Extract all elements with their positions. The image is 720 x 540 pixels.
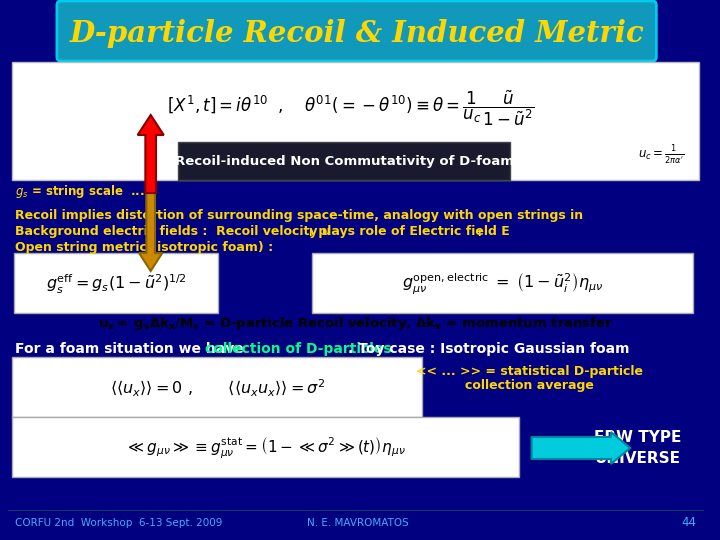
Text: << ... >> = statistical D-particle: << ... >> = statistical D-particle: [416, 366, 643, 379]
Text: plays role of Electric field E: plays role of Electric field E: [314, 225, 510, 238]
FancyBboxPatch shape: [12, 357, 423, 417]
Text: Open string metric (isotropic foam) :: Open string metric (isotropic foam) :: [15, 240, 274, 253]
FancyArrow shape: [531, 432, 630, 464]
Text: For a foam situation we have: For a foam situation we have: [15, 342, 249, 356]
Text: Recoil-induced Non Commutativity of D-foam: Recoil-induced Non Commutativity of D-fo…: [174, 156, 513, 168]
Text: N. E. MAVROMATOS: N. E. MAVROMATOS: [307, 518, 408, 528]
FancyBboxPatch shape: [312, 253, 693, 313]
Text: D-particle Recoil & Induced Metric: D-particle Recoil & Induced Metric: [69, 18, 644, 48]
Text: i: i: [477, 228, 481, 238]
Text: $g_{\mu\nu}^{\rm open,electric} \;=\; \left(1-\tilde{u}_i^2\right)\eta_{\mu\nu}$: $g_{\mu\nu}^{\rm open,electric} \;=\; \l…: [402, 272, 603, 296]
Text: $u_c = \frac{1}{2\pi\alpha'}$: $u_c = \frac{1}{2\pi\alpha'}$: [638, 144, 684, 166]
FancyBboxPatch shape: [178, 142, 510, 180]
Text: Background electric fields :  Recoil velocity u: Background electric fields : Recoil velo…: [15, 225, 331, 238]
Text: $g_s^{\rm eff} = g_s \left(1 - \tilde{u}^2\right)^{1/2}$: $g_s^{\rm eff} = g_s \left(1 - \tilde{u}…: [46, 272, 187, 295]
FancyBboxPatch shape: [57, 1, 657, 61]
Text: CORFU 2nd  Workshop  6-13 Sept. 2009: CORFU 2nd Workshop 6-13 Sept. 2009: [15, 518, 222, 528]
Text: $g_s$ = string scale  ...: $g_s$ = string scale ...: [15, 184, 145, 200]
Text: 44: 44: [681, 516, 696, 530]
Text: $[X^1, t] = i\theta^{10}$  ,    $\theta^{01}(= -\theta^{10}) \equiv \theta = \df: $[X^1, t] = i\theta^{10}$ , $\theta^{01}…: [167, 88, 534, 128]
Text: $\mathbf{u_x =\; g_s \Delta k_x / M_s}$ = D-particle Recoil velocity, $\mathbf{\: $\mathbf{u_x =\; g_s \Delta k_x / M_s}$ …: [98, 314, 613, 332]
Text: FRW TYPE
UNIVERSE: FRW TYPE UNIVERSE: [594, 430, 682, 466]
FancyBboxPatch shape: [14, 253, 218, 313]
FancyArrow shape: [138, 115, 163, 193]
FancyBboxPatch shape: [12, 417, 519, 477]
Text: Recoil implies distortion of surrounding space-time, analogy with open strings i: Recoil implies distortion of surrounding…: [15, 208, 583, 221]
Text: . Toy case : Isotropic Gaussian foam: . Toy case : Isotropic Gaussian foam: [348, 342, 629, 356]
Text: collection average: collection average: [465, 380, 594, 393]
Text: $\langle\langle u_x \rangle\rangle = 0$ ,       $\langle\langle u_x u_x \rangle\: $\langle\langle u_x \rangle\rangle = 0$ …: [109, 377, 325, 399]
FancyBboxPatch shape: [12, 62, 699, 180]
FancyArrow shape: [139, 193, 162, 271]
Text: i: i: [308, 228, 312, 238]
Text: collection of D-particles: collection of D-particles: [204, 342, 392, 356]
Text: $\ll g_{\mu\nu} \gg \equiv g_{\mu\nu}^{\rm stat} = \left(1 - \ll \sigma^2 \gg(t): $\ll g_{\mu\nu} \gg \equiv g_{\mu\nu}^{\…: [125, 435, 406, 461]
